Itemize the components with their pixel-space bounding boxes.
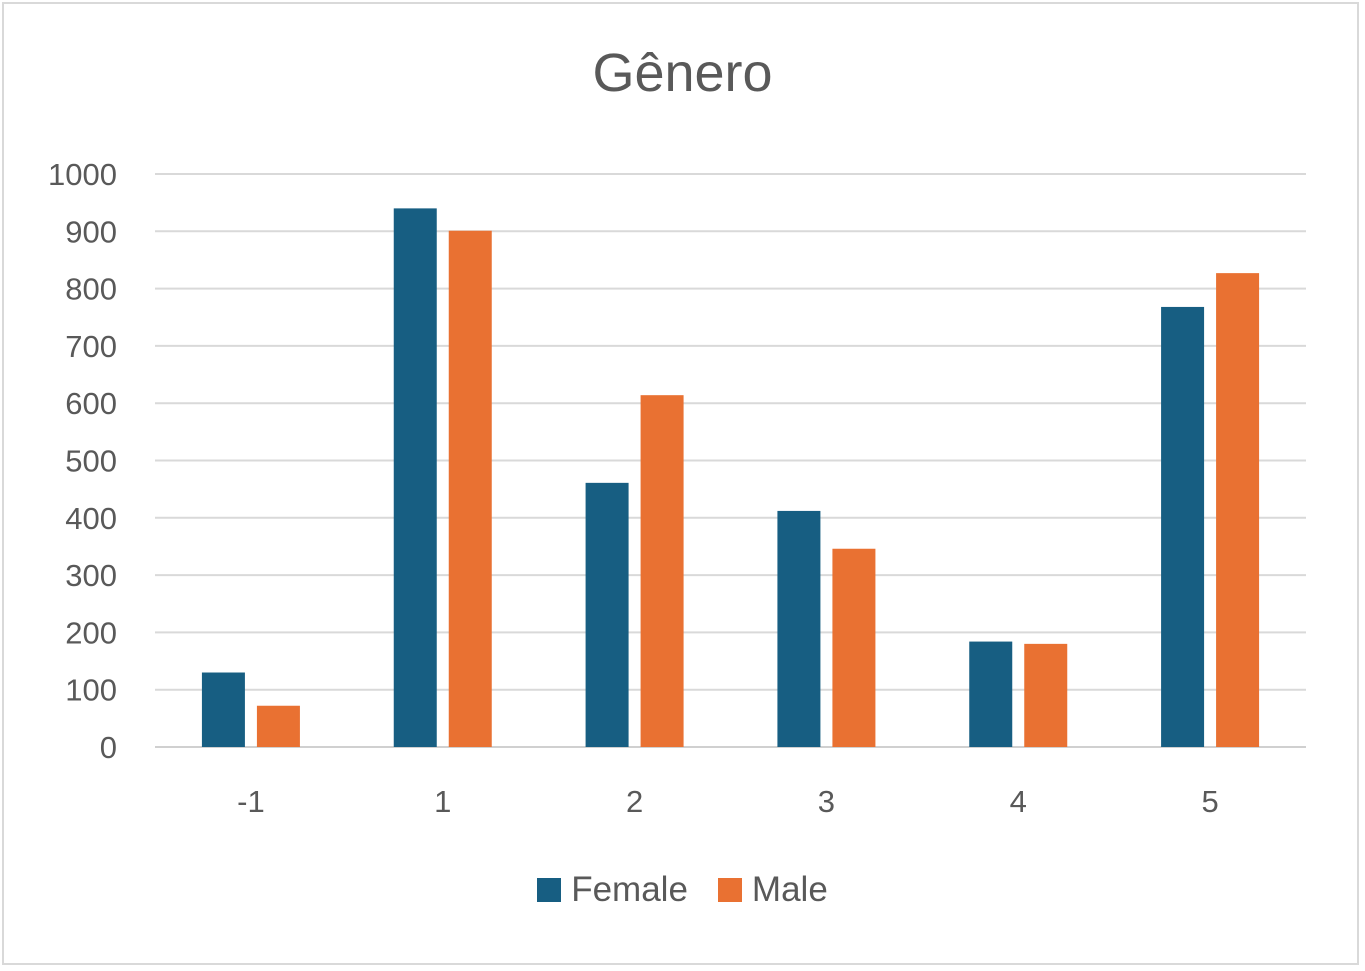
legend-label-male: Male: [751, 870, 828, 909]
legend-swatch-female: [537, 878, 562, 902]
y-tick-label: 700: [65, 329, 117, 364]
y-tick-label: 500: [65, 444, 117, 479]
y-tick-label: 200: [65, 615, 117, 650]
y-tick-label: 1000: [48, 157, 117, 192]
bar-female-1: [393, 208, 437, 747]
bar-male-3: [832, 548, 876, 747]
x-tick-label: 4: [1010, 784, 1027, 819]
bar-male-5: [1216, 273, 1260, 747]
bar-male-1: [448, 230, 492, 748]
y-tick-label: 900: [65, 214, 117, 249]
y-tick-label: 100: [65, 673, 117, 708]
bar-male-4: [1024, 643, 1068, 747]
y-tick-label: 300: [65, 558, 117, 593]
x-tick-label: 2: [626, 784, 643, 819]
y-tick-label: 400: [65, 501, 117, 536]
chart-title: Gênero: [592, 43, 773, 103]
legend-item-female: Female: [537, 870, 688, 910]
y-tick-label: 600: [65, 386, 117, 421]
legend-label-female: Female: [571, 870, 688, 909]
y-tick-label: 0: [100, 730, 117, 765]
bar-female-2: [585, 482, 629, 747]
legend-swatch-male: [717, 878, 742, 902]
bar-female--1: [201, 672, 245, 747]
chart-legend: Female Male: [0, 870, 1365, 910]
bar-female-4: [969, 641, 1013, 747]
bar-female-5: [1161, 306, 1205, 747]
bar-male--1: [256, 705, 300, 747]
x-tick-label: 1: [434, 784, 451, 819]
x-tick-label: 3: [818, 784, 835, 819]
y-tick-label: 800: [65, 272, 117, 307]
x-tick-label: -1: [237, 784, 265, 819]
bar-female-3: [777, 510, 821, 747]
x-tick-label: 5: [1201, 784, 1218, 819]
bar-male-2: [640, 395, 684, 747]
legend-item-male: Male: [717, 870, 828, 910]
